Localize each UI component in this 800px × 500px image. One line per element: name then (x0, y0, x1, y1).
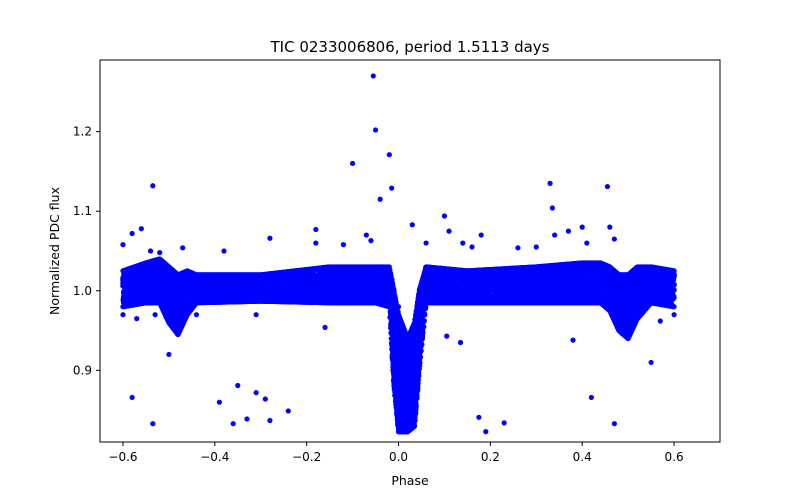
data-points (120, 73, 677, 435)
chart-title: TIC 0233006806, period 1.5113 days (269, 38, 549, 56)
